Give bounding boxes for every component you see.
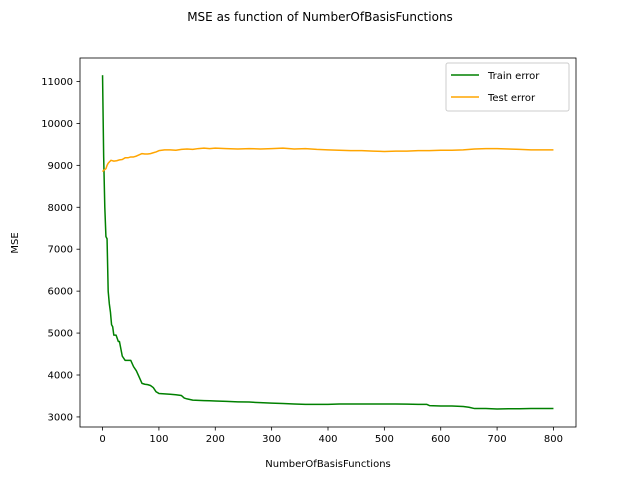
y-tick-label: 8000 [48, 203, 73, 214]
x-tick-label: 200 [206, 434, 225, 445]
series-line-0 [101, 75, 554, 410]
x-tick-label: 0 [99, 434, 105, 445]
plot-area [101, 75, 554, 410]
y-tick-label: 10000 [41, 119, 73, 130]
axes-frame [79, 57, 577, 428]
y-tick-label: 5000 [48, 329, 73, 340]
y-tick-label: 6000 [48, 287, 73, 298]
y-tick-label: 3000 [48, 412, 73, 423]
y-tick-label: 9000 [48, 161, 73, 172]
x-tick-label: 800 [544, 434, 563, 445]
x-tick-label: 600 [431, 434, 450, 445]
x-tick-label: 100 [149, 434, 168, 445]
y-tick-label: 7000 [48, 245, 73, 256]
series-line-1 [101, 147, 554, 173]
x-tick-label: 300 [262, 434, 281, 445]
y-axis-label: MSE [10, 232, 21, 253]
legend: Train error Test error [445, 62, 570, 112]
legend-label-1: Test error [487, 93, 536, 104]
y-tick-label: 11000 [41, 77, 73, 88]
legend-label-0: Train error [487, 71, 540, 82]
y-tick-label: 4000 [48, 371, 73, 382]
x-tick-label: 700 [488, 434, 507, 445]
axes: 0 100 200 300 400 500 600 700 800 3000 4000 5000 600… [41, 57, 577, 445]
x-axis-label: NumberOfBasisFunctions [265, 459, 391, 470]
x-tick-label: 400 [318, 434, 337, 445]
chart-title: MSE as function of NumberOfBasisFunction… [187, 10, 453, 24]
x-tick-label: 500 [375, 434, 394, 445]
